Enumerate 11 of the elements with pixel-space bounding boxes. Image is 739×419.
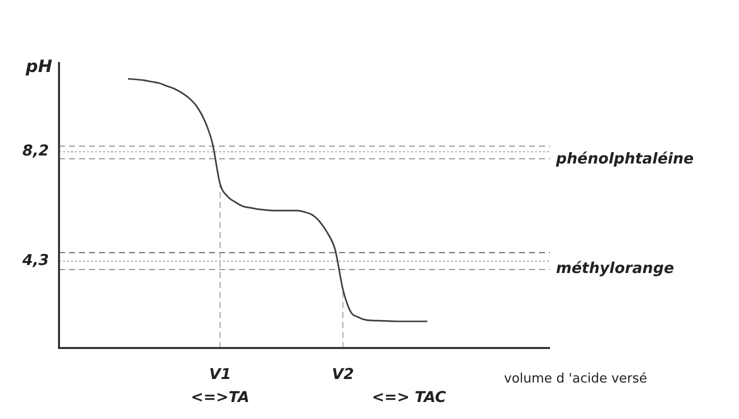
x-axis-title: volume d 'acide versé [504, 371, 648, 386]
y-tick-label: 4,3 [21, 250, 49, 269]
text: <=>TA [190, 388, 250, 406]
y-tick-label: 8,2 [22, 142, 49, 160]
x-tick-label: V2 [332, 364, 354, 383]
ref-line-label: méthylorange [556, 258, 674, 277]
x-tick-label: V1 [209, 364, 232, 383]
y-axis-title: pH [24, 56, 52, 77]
line-series [127, 78, 428, 322]
text: <=> TAC [372, 388, 446, 406]
ref-line-label: phénolphtaléine [555, 150, 694, 168]
